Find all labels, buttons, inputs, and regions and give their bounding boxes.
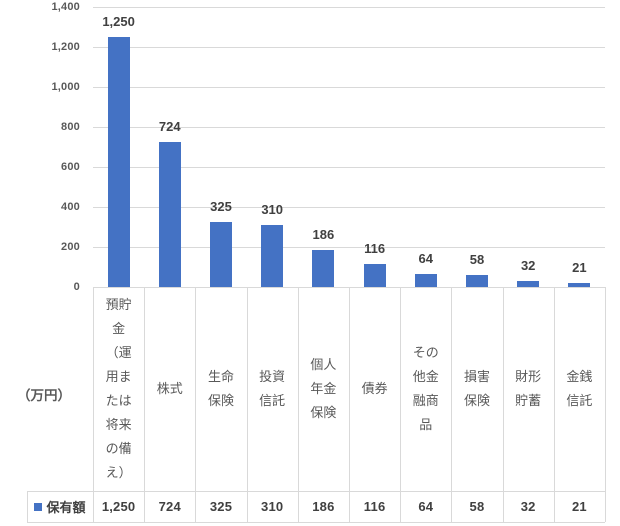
category-label-5: 個人 年金 保険 [310, 357, 337, 420]
table-column-border [246, 287, 248, 522]
table-value-10: 21 [571, 499, 587, 514]
y-axis-tick-label: 1,400 [51, 1, 80, 13]
gridline [93, 167, 605, 168]
bar-data-label-5: 186 [312, 226, 335, 242]
legend-cell: 保有額 [27, 491, 93, 522]
category-label-9: 財形 貯蓄 [515, 369, 542, 408]
table-column-border [502, 287, 504, 522]
bar-9[interactable] [517, 280, 540, 287]
bar-data-label-9: 32 [520, 257, 536, 273]
bar-8[interactable] [466, 275, 488, 287]
y-axis-tick-label: 400 [61, 201, 80, 213]
category-label-2: 株式 [156, 381, 183, 396]
gridline [93, 127, 605, 128]
table-column-border [297, 287, 299, 522]
table-column-border [553, 287, 555, 522]
table-column-border [93, 287, 94, 522]
bar-6[interactable] [363, 263, 386, 287]
table-column-border [349, 287, 350, 522]
gridline [93, 247, 605, 248]
bar-2[interactable] [158, 142, 181, 287]
table-column-border [451, 287, 453, 522]
bar-data-label-2: 724 [158, 119, 181, 135]
table-value-7: 64 [418, 499, 434, 514]
bar-data-label-1: 1,250 [102, 14, 135, 29]
bar-4[interactable] [261, 225, 284, 287]
category-label-10: 金銭 信託 [566, 369, 593, 408]
table-column-border [144, 287, 146, 522]
table-column-border [605, 287, 606, 522]
gridline [93, 47, 605, 48]
bar-1[interactable] [107, 37, 130, 287]
table-value-8: 58 [469, 499, 485, 514]
table-left-border [27, 491, 28, 522]
bar-data-label-8: 58 [469, 252, 485, 268]
legend-series-label: 保有額 [46, 500, 86, 515]
category-label-6: 債券 [361, 381, 388, 396]
category-label-3: 生命 保険 [207, 369, 234, 408]
table-column-border [195, 287, 197, 522]
table-bottom-border [27, 522, 605, 523]
y-axis-tick-label: 800 [61, 121, 80, 133]
table-value-6: 116 [363, 499, 386, 514]
table-value-3: 325 [209, 499, 233, 514]
bar-data-label-10: 21 [572, 259, 587, 275]
table-value-1: 1,250 [101, 499, 136, 514]
bar-data-label-3: 325 [210, 199, 232, 214]
y-axis-tick-label: 1,200 [51, 41, 80, 53]
table-value-9: 32 [520, 499, 536, 514]
gridline [93, 207, 605, 208]
gridline [93, 7, 605, 8]
bar-3[interactable] [210, 222, 232, 287]
table-value-2: 724 [158, 499, 181, 514]
table-series-row-border [27, 491, 605, 492]
y-axis-tick-label: 600 [61, 161, 80, 173]
category-label-1: 預貯 金 （運 用ま たは 将来 の備 え） [105, 297, 132, 480]
y-axis-unit-label: （万円） [17, 388, 71, 403]
category-label-8: 損害 保険 [463, 369, 490, 408]
bar-5[interactable] [312, 249, 335, 287]
y-axis-tick-label: 200 [61, 241, 80, 253]
table-column-border [400, 287, 402, 522]
legend-key-icon [34, 502, 43, 511]
y-axis-tick-label: 1,000 [51, 81, 80, 93]
bar-7[interactable] [414, 274, 437, 287]
bar-data-label-7: 64 [418, 251, 434, 267]
table-value-4: 310 [261, 499, 284, 514]
bar-data-label-4: 310 [261, 202, 284, 217]
y-axis-tick-label: 0 [73, 281, 80, 293]
bar-10[interactable] [568, 282, 591, 287]
gridline [93, 87, 605, 88]
bar-data-label-6: 116 [364, 240, 386, 256]
category-label-7: その 他金 融商 品 [412, 345, 439, 432]
table-value-5: 186 [312, 499, 335, 514]
category-label-4: 投資 信託 [259, 369, 286, 408]
